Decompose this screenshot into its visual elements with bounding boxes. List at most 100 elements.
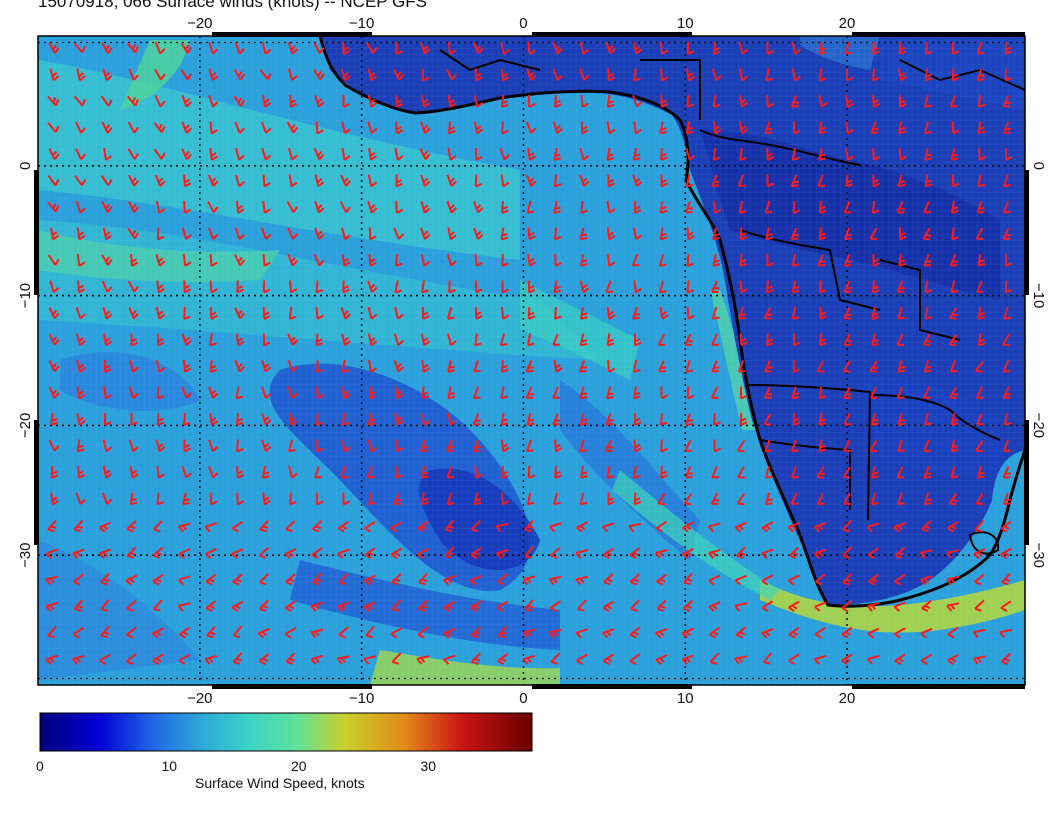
wind-barb (234, 307, 245, 320)
wind-barb (577, 599, 587, 612)
wind-barb (178, 653, 191, 666)
wind-barb (576, 653, 588, 666)
wind-barb (791, 439, 799, 453)
wind-barb (788, 653, 800, 666)
wind-barb (499, 333, 508, 347)
wind-barb (736, 439, 746, 453)
wind-barb (77, 465, 86, 479)
wind-barb (363, 574, 376, 586)
wind-barb (101, 42, 113, 54)
wind-barb (552, 68, 563, 81)
wind-barb (736, 492, 746, 506)
wind-barb (287, 68, 298, 82)
wind-barb (342, 41, 351, 55)
wind-barb (181, 227, 192, 241)
wind-barb (208, 41, 219, 55)
wind-barb (444, 519, 455, 533)
wind-barb (898, 41, 907, 55)
wind-barb (632, 227, 643, 241)
wind-barb (470, 626, 482, 639)
wind-barb (446, 306, 455, 320)
wind-barb (314, 227, 325, 240)
wind-barb (236, 492, 245, 506)
wind-barb (707, 522, 721, 533)
wind-barb (209, 333, 217, 347)
wind-barb (924, 280, 933, 294)
wind-barb (76, 227, 86, 241)
wind-barb (527, 465, 536, 479)
wind-barb (103, 359, 112, 373)
wind-barb (314, 465, 322, 479)
wind-barb (207, 201, 219, 213)
wind-barb (1004, 68, 1013, 82)
latitude-labels-right: 0 −10 −20 −30 (1030, 162, 1047, 568)
wind-barb (869, 227, 878, 241)
wind-barb (421, 280, 429, 294)
wind-barb (606, 121, 616, 135)
lon-tick-label: 0 (519, 15, 527, 32)
wind-barb (711, 360, 720, 373)
wind-barb (471, 519, 481, 533)
wind-barb (525, 174, 537, 187)
wind-barb (1002, 95, 1011, 108)
wind-barb (310, 654, 324, 665)
wind-barb (735, 626, 747, 639)
wind-barb (394, 439, 404, 453)
wind-barb (522, 628, 536, 639)
wind-barb (129, 465, 139, 479)
wind-barb (792, 359, 801, 373)
wind-barb (363, 655, 377, 665)
wind-barb (394, 306, 404, 320)
wind-barb (920, 575, 933, 586)
wind-barb (102, 465, 113, 479)
wind-barb (575, 549, 589, 559)
wind-barb (898, 227, 907, 241)
wind-barb (898, 94, 907, 108)
wind-barb (949, 360, 958, 373)
wind-barb (1001, 333, 1011, 347)
wind-barb (474, 147, 483, 161)
wind-barb (1000, 547, 1012, 560)
wind-barb (526, 333, 535, 347)
wind-barb (868, 573, 879, 586)
wind-barb (130, 333, 138, 347)
wind-barb (549, 522, 562, 533)
wind-barb (527, 280, 536, 294)
wind-barb (866, 602, 880, 612)
wind-barb (948, 334, 958, 347)
wind-barb (76, 359, 86, 373)
wind-barb (923, 466, 932, 479)
wind-barb (126, 95, 139, 107)
wind-barb (766, 94, 775, 108)
wind-barb (525, 121, 537, 134)
wind-barb (1000, 652, 1012, 665)
wind-barb (447, 94, 457, 108)
wind-barb (495, 548, 509, 559)
wind-barb (340, 306, 351, 320)
wind-barb (950, 439, 959, 453)
colorbar-label: Surface Wind Speed, knots (195, 775, 365, 791)
wind-barb (76, 68, 86, 82)
wind-barb (101, 121, 113, 134)
wind-barb (607, 492, 615, 506)
wind-barb (417, 599, 429, 612)
wind-barb (765, 68, 774, 82)
wind-barb (152, 573, 164, 586)
wind-barb (363, 601, 376, 612)
wind-barb (632, 174, 643, 188)
wind-barb (633, 121, 642, 135)
wind-barb (977, 121, 986, 135)
wind-barb (897, 439, 905, 453)
wind-barb (739, 280, 748, 294)
wind-barb (738, 307, 746, 320)
wind-barb (764, 386, 773, 399)
wind-barb (287, 41, 298, 55)
wind-barb (974, 519, 985, 533)
wind-barb (606, 306, 616, 320)
wind-barb (951, 121, 960, 135)
wind-barb (367, 306, 378, 320)
wind-barb (711, 466, 720, 479)
wind-barb (473, 492, 482, 506)
wind-barb (47, 122, 60, 133)
wind-barb (792, 121, 801, 135)
